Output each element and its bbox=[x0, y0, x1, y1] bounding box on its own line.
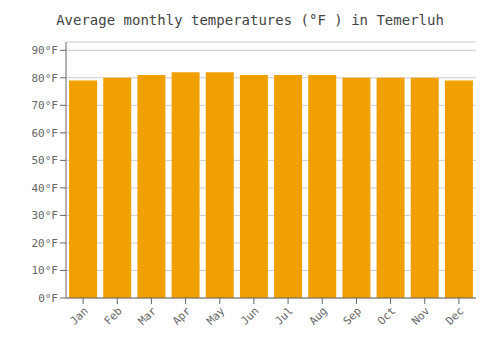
svg-text:Sep: Sep bbox=[341, 304, 364, 327]
svg-text:Jun: Jun bbox=[238, 304, 261, 327]
svg-text:50°F: 50°F bbox=[32, 154, 59, 167]
svg-text:0°F: 0°F bbox=[38, 292, 58, 305]
svg-text:60°F: 60°F bbox=[32, 127, 59, 140]
svg-text:20°F: 20°F bbox=[32, 237, 59, 250]
svg-text:40°F: 40°F bbox=[32, 182, 59, 195]
svg-text:Oct: Oct bbox=[375, 304, 398, 327]
svg-text:Apr: Apr bbox=[170, 304, 194, 328]
svg-text:70°F: 70°F bbox=[32, 99, 59, 112]
svg-text:10°F: 10°F bbox=[32, 264, 59, 277]
html-text:Average monthly temperatures (: Average monthly temperatures (°F ) in Te… bbox=[56, 12, 444, 28]
svg-text:Dec: Dec bbox=[443, 304, 466, 327]
svg-text:Nov: Nov bbox=[409, 304, 433, 328]
svg-text:Feb: Feb bbox=[102, 304, 125, 327]
svg-text:Jul: Jul bbox=[272, 304, 295, 327]
svg-text:Aug: Aug bbox=[307, 304, 330, 327]
svg-text:80°F: 80°F bbox=[32, 72, 59, 85]
svg-text:May: May bbox=[204, 304, 228, 328]
svg-text:90°F: 90°F bbox=[32, 44, 59, 57]
svg-text:30°F: 30°F bbox=[32, 209, 59, 222]
svg-text:Mar: Mar bbox=[136, 304, 160, 328]
svg-text:Jan: Jan bbox=[67, 304, 90, 327]
